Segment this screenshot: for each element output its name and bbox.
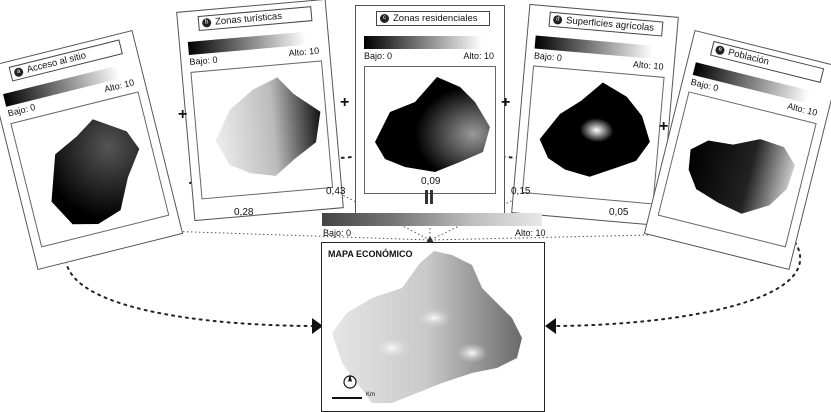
arrowhead-right (545, 318, 556, 334)
input-panel-residencial: c Zonas residenciales Bajo: 0 Alto: 10 (355, 5, 505, 215)
raster-map (657, 91, 817, 248)
weight-label-poblacion: 0,05 (609, 207, 629, 218)
panel-header: c Zonas residenciales (376, 11, 490, 26)
legend-low: Bajo: 0 (364, 51, 393, 61)
panel-header: b Zonas turísticas (197, 6, 313, 32)
plus-sign: + (340, 94, 350, 111)
badge-c: c (380, 13, 389, 23)
badge-e: e (714, 44, 726, 56)
raster-map (521, 65, 665, 205)
panel-title: Población (726, 46, 771, 68)
input-panel-acceso: a Acceso al sitio Bajo: 0 Alto: 10 (0, 29, 184, 271)
raster-map (10, 91, 170, 248)
weight-label-agricola: 0,15 (511, 186, 531, 197)
legend-gradient (364, 36, 482, 49)
panel-title: Superficies agrícolas (565, 15, 655, 34)
raster-map (190, 60, 334, 200)
weight-label-acceso: 0,28 (234, 207, 254, 218)
plus-sign: + (659, 118, 669, 135)
panel-title: Zonas turísticas (214, 10, 283, 28)
legend-low: Bajo: 0 (533, 50, 563, 63)
result-legend-gradient (322, 213, 542, 226)
legend-high: Alto: 10 (463, 51, 494, 61)
input-panel-poblacion: e Población Bajo: 0 Alto: 10 (643, 29, 831, 271)
result-legend-low: Bajo: 0 (323, 228, 352, 238)
panel-header: d Superficies agrícolas (548, 11, 664, 37)
plus-sign: + (501, 94, 511, 111)
legend-low: Bajo: 0 (189, 54, 218, 67)
result-map-frame: MAPA ECONÓMICO Km (321, 242, 545, 412)
plus-sign: + (178, 106, 188, 123)
arrowhead-left (312, 318, 323, 334)
result-legend-high: Alto: 10 (515, 228, 546, 238)
badge-a: a (13, 66, 25, 78)
compass-icon (343, 374, 357, 389)
legend-high: Alto: 10 (786, 100, 819, 118)
badge-b: b (201, 17, 212, 28)
weight-label-residencial: 0,09 (421, 176, 441, 187)
legend-high: Alto: 10 (288, 45, 320, 59)
input-panel-agricola: d Superficies agrícolas Bajo: 0 Alto: 10 (511, 3, 679, 227)
legend-high: Alto: 10 (632, 59, 664, 72)
result-map-title: MAPA ECONÓMICO (328, 249, 413, 259)
scale-bar (332, 397, 362, 399)
panel-title: Acceso al sitio (25, 50, 88, 76)
scale-unit-label: Km (366, 392, 375, 398)
weight-label-turismo: 0,43 (326, 186, 346, 197)
input-panel-turismo: b Zonas turísticas Bajo: 0 Alto: 10 (176, 0, 344, 222)
panel-title: Zonas residenciales (393, 13, 478, 24)
equals-sign (424, 190, 434, 204)
result-raster-map (332, 251, 522, 403)
raster-map (364, 66, 496, 194)
badge-d: d (552, 14, 563, 25)
